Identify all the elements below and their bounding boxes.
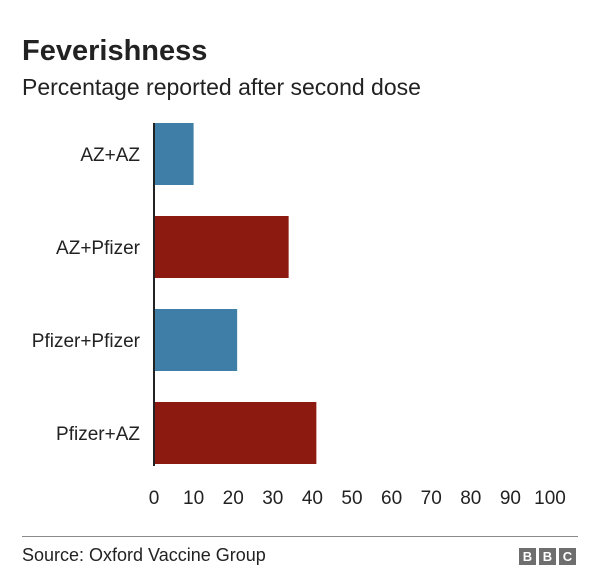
x-tick-label: 100 bbox=[534, 488, 566, 509]
x-tick-label: 90 bbox=[500, 488, 521, 509]
x-tick-label: 0 bbox=[149, 488, 160, 509]
x-tick-label: 30 bbox=[262, 488, 283, 509]
x-tick-label: 80 bbox=[460, 488, 481, 509]
category-label: Pfizer+Pfizer bbox=[32, 331, 141, 352]
x-tick-label: 40 bbox=[302, 488, 323, 509]
x-tick-label: 50 bbox=[341, 488, 362, 509]
x-tick-labels: 0 10 20 30 40 50 60 70 80 90 100 bbox=[149, 488, 566, 509]
bar-az-pfizer bbox=[154, 216, 289, 278]
bbc-logo: B B C bbox=[519, 548, 576, 565]
chart-subtitle: Percentage reported after second dose bbox=[22, 74, 421, 100]
category-label: Pfizer+AZ bbox=[56, 424, 140, 445]
bar-pfizer-az bbox=[154, 402, 317, 464]
x-tick-label: 20 bbox=[223, 488, 244, 509]
category-label: AZ+Pfizer bbox=[56, 238, 141, 259]
bar-az-az bbox=[154, 123, 194, 185]
bbc-logo-letter-3: C bbox=[559, 548, 576, 565]
bbc-logo-letter-2: B bbox=[539, 548, 556, 565]
source-note: Source: Oxford Vaccine Group bbox=[22, 545, 266, 565]
category-label: AZ+AZ bbox=[80, 145, 140, 166]
x-tick-label: 70 bbox=[421, 488, 442, 509]
footer-divider bbox=[22, 536, 578, 537]
chart-title: Feverishness bbox=[22, 35, 208, 67]
category-labels: AZ+AZ AZ+Pfizer Pfizer+Pfizer Pfizer+AZ bbox=[32, 145, 141, 445]
x-tick-label: 10 bbox=[183, 488, 204, 509]
bar-pfizer-pfizer bbox=[154, 309, 238, 371]
x-tick-label: 60 bbox=[381, 488, 402, 509]
bbc-logo-letter-1: B bbox=[519, 548, 536, 565]
bars-group bbox=[154, 123, 317, 464]
bar-chart: AZ+AZ AZ+Pfizer Pfizer+Pfizer Pfizer+AZ 0 10… bbox=[32, 123, 566, 509]
